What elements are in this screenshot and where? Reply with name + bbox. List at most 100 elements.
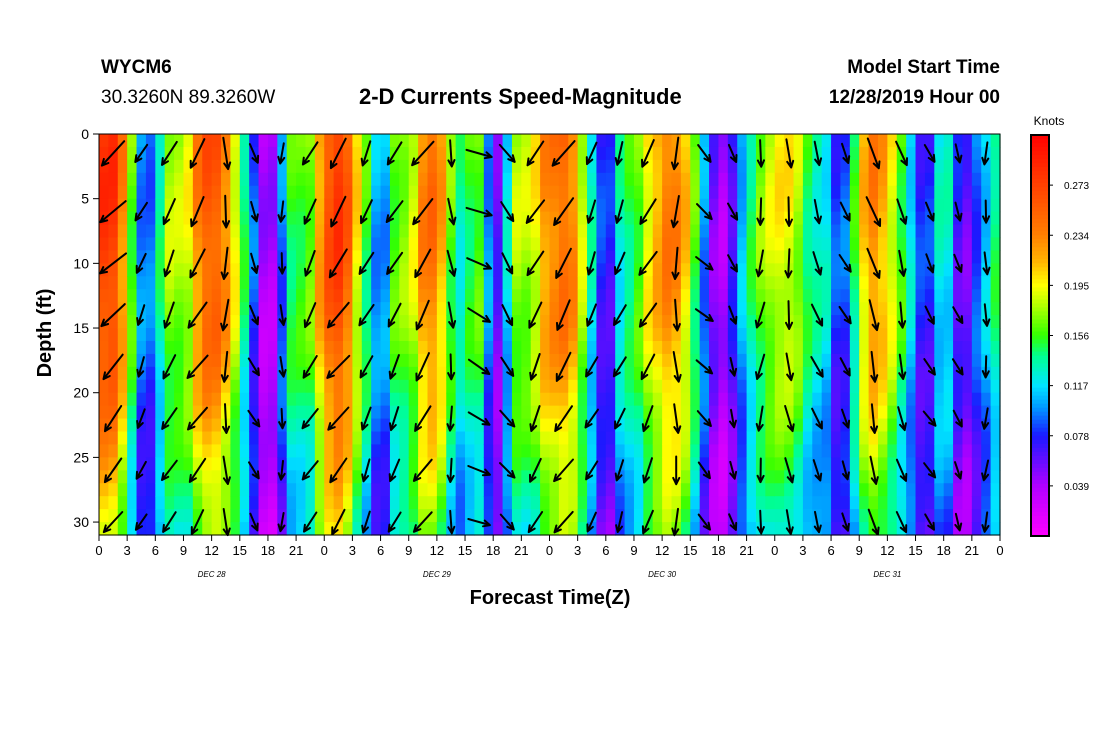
heatmap-cell: [906, 263, 917, 277]
heatmap-cell: [230, 353, 241, 368]
heatmap-cell: [371, 263, 382, 277]
heatmap-cell: [953, 185, 964, 200]
current-arrow: [304, 250, 316, 277]
heatmap-cell: [727, 289, 738, 303]
heatmap-cell: [755, 379, 766, 394]
heatmap-cell: [436, 185, 447, 200]
current-arrow: [525, 199, 546, 224]
heatmap-cell: [577, 185, 588, 200]
heatmap-cell: [483, 340, 494, 355]
heatmap-cell: [145, 418, 156, 433]
heatmap-cell: [540, 263, 551, 277]
heatmap-cell: [183, 263, 194, 277]
heatmap-cell: [849, 340, 860, 355]
heatmap-cell: [859, 353, 870, 368]
heatmap-cell: [831, 276, 842, 290]
heatmap-cell: [709, 405, 720, 420]
heatmap-cell: [408, 457, 419, 471]
heatmap-cell: [239, 457, 250, 471]
heatmap-cell: [990, 379, 1001, 394]
heatmap-cell: [230, 263, 241, 277]
heatmap-cell: [99, 198, 109, 213]
heatmap-cell: [877, 263, 888, 277]
heatmap-cell: [164, 483, 175, 497]
colorbar-segment: [1031, 519, 1049, 525]
heatmap-cell: [436, 353, 447, 368]
heatmap-cell: [662, 379, 673, 394]
heatmap-cell: [896, 496, 907, 510]
heatmap-cell: [709, 185, 720, 200]
heatmap-cell: [934, 483, 945, 497]
heatmap-cell: [108, 444, 119, 458]
heatmap-cell: [981, 134, 992, 148]
heatmap-cell: [117, 263, 128, 277]
heatmap-cell: [427, 340, 438, 355]
heatmap-cell: [859, 457, 870, 471]
heatmap-cell: [934, 392, 945, 407]
heatmap-cell: [455, 522, 466, 536]
heatmap-cell: [671, 340, 682, 355]
heatmap-cell: [305, 353, 316, 368]
colorbar-segment: [1031, 459, 1049, 465]
heatmap-cell: [915, 483, 926, 497]
heatmap-cell: [343, 392, 354, 407]
colorbar-segment: [1031, 151, 1049, 156]
heatmap-cell: [662, 470, 673, 484]
current-arrow: [222, 403, 231, 434]
current-arrow: [870, 350, 879, 383]
heatmap-cell: [286, 483, 297, 497]
heatmap-cell: [793, 237, 804, 252]
heatmap-cell: [296, 315, 307, 329]
heatmap-cell: [286, 185, 297, 200]
heatmap-cell: [324, 185, 335, 200]
current-arrow: [671, 246, 680, 280]
heatmap-cell: [145, 198, 156, 213]
heatmap-cell: [164, 237, 175, 252]
heatmap-cell: [183, 340, 194, 355]
x-tick-label: 9: [856, 543, 863, 558]
heatmap-cell: [577, 431, 588, 446]
heatmap-cell: [633, 263, 644, 277]
heatmap-cell: [211, 263, 222, 277]
heatmap-cell: [145, 237, 156, 252]
heatmap-cell: [408, 496, 419, 510]
heatmap-cell: [587, 353, 598, 368]
heatmap-cell: [784, 405, 795, 420]
heatmap-cell: [136, 302, 147, 316]
heatmap-cell: [427, 405, 438, 420]
heatmap-cell: [877, 444, 888, 458]
heatmap-cell: [849, 405, 860, 420]
heatmap-cell: [746, 431, 757, 446]
heatmap-cell: [906, 302, 917, 316]
current-arrow: [614, 459, 625, 482]
heatmap-cell: [436, 328, 447, 342]
heatmap-cell: [652, 250, 663, 264]
heatmap-cell: [774, 366, 785, 381]
heatmap-cell: [286, 328, 297, 342]
heatmap-cell: [549, 353, 560, 368]
heatmap-cell: [953, 457, 964, 471]
heatmap-cell: [221, 224, 231, 239]
heatmap-cell: [502, 185, 513, 200]
heatmap-cell: [887, 250, 898, 264]
heatmap-cell: [117, 185, 128, 200]
heatmap-cell: [868, 483, 879, 497]
heatmap-cell: [296, 134, 307, 148]
heatmap-cell: [587, 198, 598, 213]
heatmap-cell: [408, 392, 419, 407]
colorbar-segment: [1031, 359, 1049, 365]
current-vectors: [99, 136, 991, 537]
heatmap-cell: [267, 392, 278, 407]
heatmap-cell: [821, 289, 832, 303]
heatmap-cell: [934, 457, 945, 471]
heatmap-cell: [333, 444, 344, 458]
heatmap-cell: [906, 289, 917, 303]
colorbar-segment: [1031, 503, 1049, 509]
heatmap-cell: [981, 496, 992, 510]
heatmap-cell: [352, 302, 363, 316]
current-arrow: [465, 148, 493, 160]
heatmap-cell: [549, 146, 560, 161]
heatmap-cell: [680, 522, 691, 536]
heatmap-cell: [821, 483, 832, 497]
current-arrow: [134, 201, 148, 222]
